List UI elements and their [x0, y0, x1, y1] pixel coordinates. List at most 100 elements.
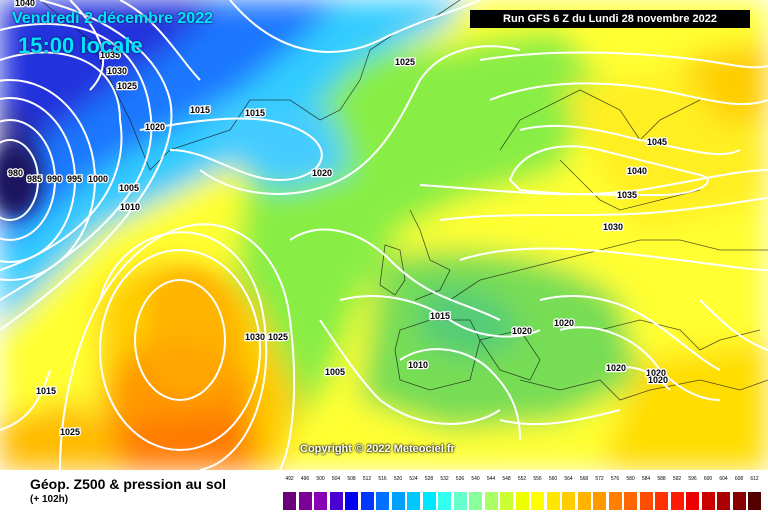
legend-swatch: [639, 492, 653, 510]
legend-swatch: [655, 492, 668, 510]
legend-label: 512: [362, 476, 372, 482]
isobar-label: 1020: [554, 318, 574, 328]
isobar-label: 1005: [325, 367, 345, 377]
legend-label: 496: [300, 476, 310, 482]
isobar-label: 1020: [512, 326, 532, 336]
forecast-time: 15:00 locale: [18, 33, 143, 58]
legend-swatch: [624, 492, 637, 510]
isobar-label: 1020: [145, 122, 165, 132]
legend-swatch: [407, 492, 420, 510]
isobar-label: 1020: [312, 168, 332, 178]
legend-label: 516: [378, 476, 387, 482]
legend-label: 520: [393, 476, 403, 482]
legend-label: 604: [719, 476, 728, 482]
isobar-label: 1025: [117, 81, 137, 91]
legend-label: 552: [517, 476, 527, 482]
legend-label: 572: [595, 476, 604, 482]
forecast-offset: (+ 102h): [30, 494, 69, 505]
isobar-label: 1010: [408, 360, 428, 370]
legend-label: 492: [285, 476, 294, 482]
map-title: Géop. Z500 & pression au sol: [30, 476, 227, 492]
coastlines: [39, 0, 768, 401]
isobar-label: 985: [27, 174, 42, 184]
isobar-label: 1015: [190, 105, 210, 115]
legend-swatch: [717, 492, 730, 510]
isobar-label: 1045: [647, 137, 667, 147]
isobar-label: 990: [47, 174, 62, 184]
isobar-label: 1040: [15, 0, 35, 8]
legend-label: 504: [331, 476, 341, 482]
isobar-label: 1030: [245, 332, 265, 342]
legend-label: 500: [316, 476, 325, 482]
legend-label: 600: [703, 476, 713, 482]
legend-swatch: [701, 492, 715, 510]
legend-label: 556: [533, 476, 542, 482]
forecast-date: Vendredi 2 décembre 2022: [12, 10, 213, 27]
legend-swatch: [298, 492, 312, 510]
legend-label: 612: [750, 476, 759, 482]
isobar-label: 1010: [120, 202, 140, 212]
isobar-label: 1005: [119, 183, 139, 193]
legend-label: 596: [688, 476, 697, 482]
legend-label: 524: [409, 476, 418, 482]
legend-swatch: [748, 492, 761, 510]
legend-swatch: [484, 492, 498, 510]
legend-label: 536: [455, 476, 465, 482]
legend-label: 532: [440, 476, 449, 482]
isobar-label: 995: [67, 174, 82, 184]
legend-swatch: [670, 492, 684, 510]
copyright-text: Copyright © 2022 Meteociel.fr: [300, 443, 455, 455]
legend-label: 508: [347, 476, 356, 482]
legend-label: 576: [610, 476, 620, 482]
isobar-label: 1020: [646, 368, 666, 378]
legend-swatch: [329, 492, 343, 510]
isobar-label: 1025: [395, 57, 415, 67]
legend-swatch: [422, 492, 436, 510]
legend-swatch: [453, 492, 467, 510]
isobar-label: 1025: [60, 427, 80, 437]
legend-label: 564: [564, 476, 573, 482]
legend-swatch: [608, 492, 622, 510]
legend-swatch: [732, 492, 746, 510]
legend-label: 608: [734, 476, 744, 482]
isobar-label: 1020: [648, 375, 668, 385]
isobar-label: 1030: [107, 66, 127, 76]
legend-swatch: [500, 492, 513, 510]
legend-label: 588: [657, 476, 666, 482]
legend-swatch: [345, 492, 358, 510]
legend-swatch: [546, 492, 560, 510]
legend-label: 560: [548, 476, 558, 482]
legend-label: 528: [424, 476, 434, 482]
legend-swatch: [314, 492, 327, 510]
legend-swatch: [438, 492, 451, 510]
legend-swatch: [376, 492, 389, 510]
legend-swatch: [577, 492, 591, 510]
isobars: [0, 0, 768, 470]
isobar-label: 1035: [617, 190, 637, 200]
legend-swatch: [562, 492, 575, 510]
legend-swatch: [391, 492, 405, 510]
legend-swatch: [593, 492, 606, 510]
isobar-label: 1025: [268, 332, 288, 342]
legend-swatch: [469, 492, 482, 510]
legend-label: 540: [471, 476, 480, 482]
legend-label: 548: [502, 476, 511, 482]
legend-swatch: [283, 492, 296, 510]
isobar-label: 1015: [36, 386, 56, 396]
isobar-label: 1035: [100, 50, 120, 60]
legend-swatch: [686, 492, 699, 510]
isobar-label: 1030: [603, 222, 623, 232]
isobar-label: 1015: [430, 311, 450, 321]
isobar-label: 1015: [245, 108, 265, 118]
legend-swatch: [531, 492, 544, 510]
legend-label: 580: [626, 476, 635, 482]
isobar-label: 1020: [606, 363, 626, 373]
legend-label: 568: [579, 476, 589, 482]
model-run-banner: Run GFS 6 Z du Lundi 28 novembre 2022: [470, 10, 750, 28]
isobar-label: 980: [8, 168, 23, 178]
isobar-label: 1040: [627, 166, 647, 176]
legend-swatch: [515, 492, 529, 510]
